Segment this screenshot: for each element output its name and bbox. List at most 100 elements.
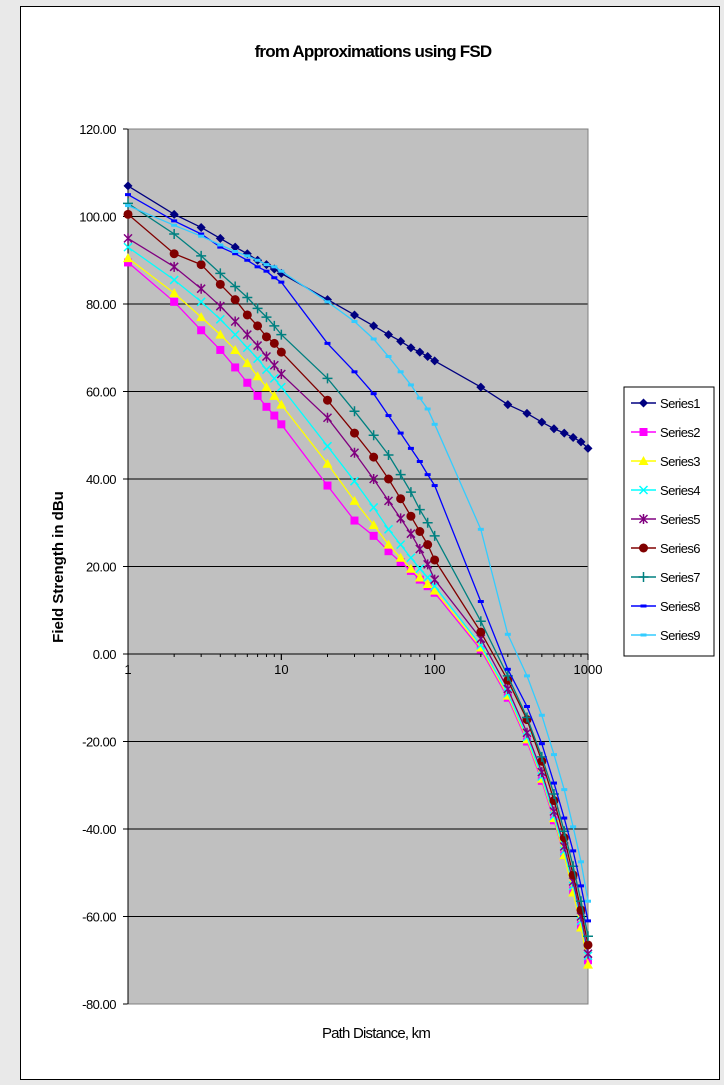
series-line [127,257,589,965]
data-point [261,365,272,375]
data-point [395,469,406,480]
data-point [538,742,545,746]
data-point [271,265,278,269]
data-point [196,283,206,294]
data-point [215,329,226,339]
data-point [523,674,530,678]
data-point [196,222,206,232]
data-point [396,336,406,346]
series-line [127,185,589,449]
data-point [198,234,205,238]
data-point [252,303,263,314]
legend-item: Series9 [631,628,701,643]
legend-swatch-marker [640,633,647,637]
data-point [169,261,179,272]
data-point [406,553,416,563]
legend-item: Series4 [631,483,701,498]
data-point [254,258,261,262]
data-point [405,563,416,573]
data-point [522,408,532,418]
data-point [536,751,547,762]
data-point [476,382,486,392]
data-point [561,788,568,792]
data-point [570,849,577,853]
data-point [269,360,279,371]
data-point [430,574,440,585]
data-point [169,229,180,239]
data-point [585,899,591,903]
data-point [414,572,425,582]
data-point [196,312,207,322]
data-point [559,428,569,438]
data-point [424,407,431,411]
data-point [550,753,557,757]
data-point [523,705,530,708]
data-point [123,181,133,191]
data-point [423,540,433,550]
series-line [127,205,589,902]
data-point [215,233,225,243]
legend-swatch-marker [638,572,649,582]
legend-item: Series5 [631,512,701,527]
data-point [276,399,287,409]
data-point [550,781,557,785]
data-point [521,712,532,723]
data-point [263,269,270,273]
data-point [396,513,406,524]
data-point [475,616,486,627]
data-point [252,371,263,381]
data-point [242,358,253,368]
data-point [431,422,438,426]
legend-label: Series7 [660,570,700,585]
data-point [253,321,263,331]
x-axis-title: Path Distance, km [322,1025,430,1042]
data-point [198,232,205,236]
data-point [583,940,593,950]
data-point [349,406,360,417]
data-point [123,233,133,244]
legend: Series1 Series2 Series3 Series4 Series5 Serie… [623,386,715,657]
data-point [415,564,425,574]
data-point [415,347,425,357]
data-point [261,382,272,392]
series-line [127,194,589,922]
y-tick-label: -60.00 [82,910,116,925]
data-point [583,959,593,969]
data-point [169,275,179,285]
x-tick-label: 100 [424,662,446,677]
legend-item: Series1 [631,396,701,411]
data-point [269,320,280,331]
data-point [269,373,279,383]
data-point [350,516,359,525]
legend-label: Series8 [660,599,700,614]
data-point [585,919,591,923]
legend-swatch-marker [639,398,648,408]
data-point [414,504,425,515]
legend-swatch-marker [638,456,649,465]
data-point [430,555,440,565]
data-point [349,310,359,320]
data-point [476,627,486,637]
data-point [276,382,286,392]
data-point [324,341,331,345]
data-point [276,347,286,357]
data-point [538,713,545,717]
data-point [416,396,423,400]
data-point [244,254,251,258]
data-point [396,494,406,504]
data-point [349,476,360,486]
data-point [406,511,416,521]
data-point [406,528,416,539]
data-point [549,424,559,434]
data-point [269,390,280,400]
y-tick-label: -40.00 [82,822,116,837]
data-point [277,420,286,429]
data-point [244,258,251,262]
data-point [276,369,286,379]
data-point [253,340,263,351]
data-point [230,281,241,292]
data-point [269,338,279,348]
data-point [383,539,394,549]
data-point [385,355,392,358]
data-point [261,351,272,362]
